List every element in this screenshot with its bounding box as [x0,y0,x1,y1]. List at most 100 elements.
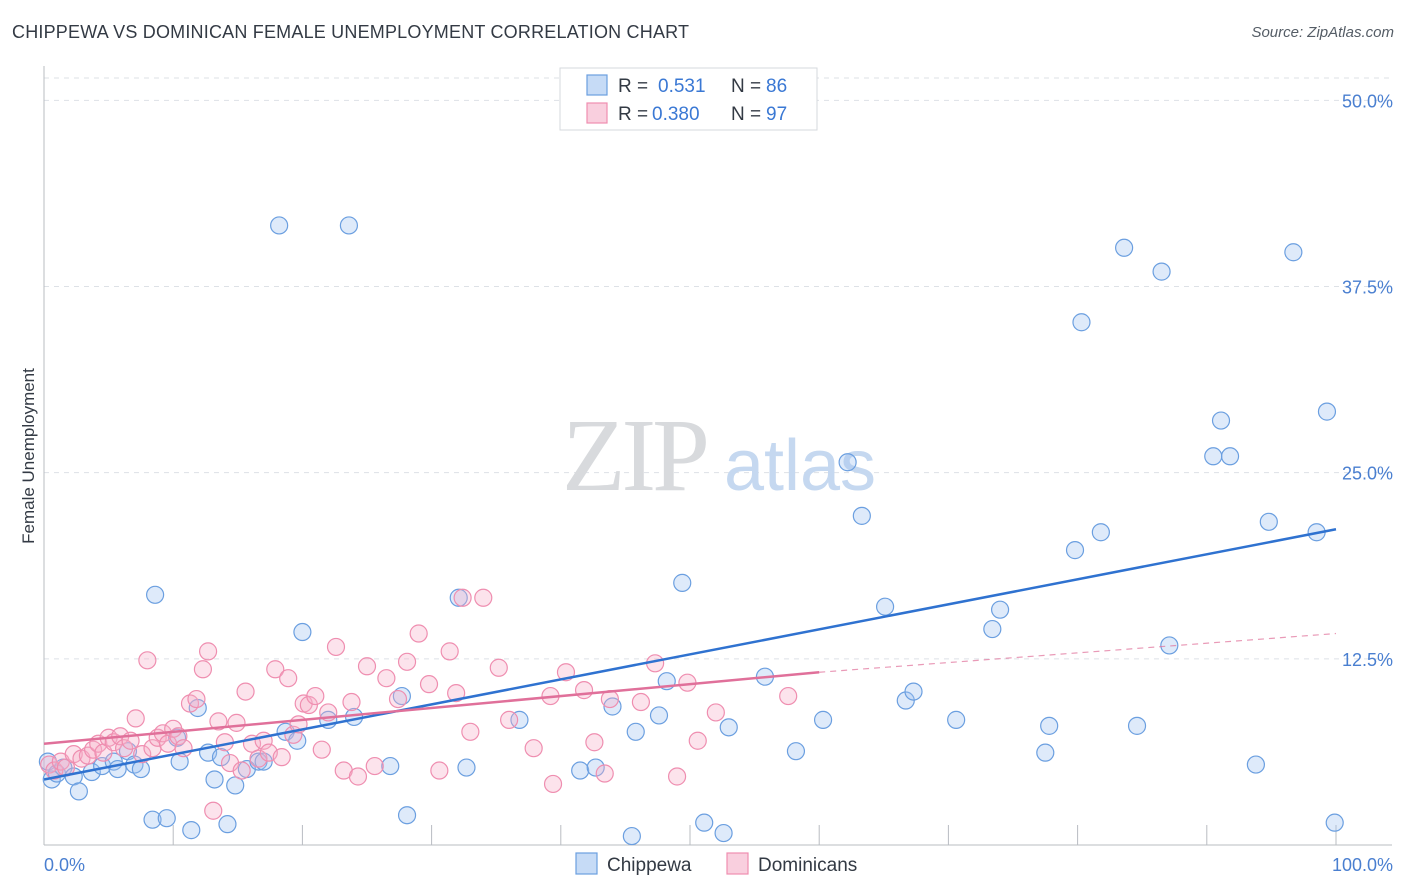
point-dominicans-66 [474,588,493,607]
legend-r-value-chippewa: 0.531 [658,76,706,97]
point-dominicans-40 [266,660,285,679]
y-tick-label-1: 25.0% [1342,464,1393,484]
point-chippewa-28 [270,216,289,235]
point-chippewa-15 [157,809,176,828]
bottom-legend: Chippewa Dominicans [575,852,857,876]
point-dominicans-57 [388,689,408,709]
point-chippewa-21 [205,770,224,789]
point-chippewa-44 [622,826,641,846]
point-chippewa-14 [146,585,165,604]
point-chippewa-51 [719,718,738,737]
y-tick-label-0: 12.5% [1342,650,1393,670]
y-tick-label-2: 37.5% [1342,278,1393,298]
point-chippewa-53 [786,742,806,761]
point-chippewa-64 [1040,716,1059,735]
point-dominicans-62 [440,642,459,661]
legend-n-value-chippewa: 86 [766,76,787,97]
point-dominicans-6 [78,746,98,765]
point-chippewa-67 [1091,523,1110,542]
point-dominicans-42 [279,669,298,688]
point-dominicans-71 [543,774,563,794]
point-chippewa-41 [571,761,590,780]
point-chippewa-42 [586,758,605,777]
point-dominicans-26 [187,689,206,709]
x-tick-label-1: 100.0% [1332,855,1393,875]
tick-labels: 12.5% 25.0% 37.5% 50.0% 0.0% 100.0% [44,91,1393,875]
point-dominicans-7 [83,740,103,759]
y-axis-label: Female Unemployment [19,368,38,544]
axes [43,66,1392,846]
point-chippewa-49 [695,813,714,832]
x-tick-label-0: 0.0% [44,855,85,875]
chart-source: Source: ZipAtlas.com [1251,24,1394,41]
point-dominicans-29 [204,801,223,820]
point-dominicans-28 [198,642,218,661]
bottom-legend-label-chippewa: Chippewa [607,855,692,876]
chart-title: CHIPPEWA VS DOMINICAN FEMALE UNEMPLOYMEN… [12,22,690,42]
point-chippewa-68 [1115,238,1134,257]
point-dominicans-61 [430,761,449,780]
legend-swatch-chippewa [586,74,608,96]
trend-line-dominicans [43,670,820,745]
point-chippewa-39 [457,758,476,777]
point-chippewa-54 [813,710,833,729]
point-dominicans-60 [419,675,439,694]
point-dominicans-1 [45,761,64,780]
legend-n-value-dominicans: 97 [766,104,787,125]
point-dominicans-67 [489,658,508,677]
point-dominicans-13 [115,739,134,758]
point-dominicans-27 [193,660,213,679]
watermark-zip: ZIP [562,398,706,513]
point-dominicans-81 [688,731,707,750]
point-dominicans-79 [667,767,687,786]
point-dominicans-59 [409,624,428,643]
point-chippewa-57 [875,597,895,616]
point-dominicans-64 [453,588,472,607]
point-dominicans-82 [706,703,725,722]
point-chippewa-77 [1284,243,1303,262]
point-dominicans-54 [357,657,377,676]
point-chippewa-69 [1127,716,1147,735]
point-dominicans-17 [138,651,157,670]
point-chippewa-63 [1036,743,1055,762]
point-chippewa-59 [904,682,923,701]
point-chippewa-71 [1160,636,1179,655]
point-dominicans-41 [272,748,291,767]
point-chippewa-43 [603,697,622,716]
point-dominicans-63 [447,683,466,703]
point-chippewa-79 [1317,402,1337,421]
point-chippewa-50 [714,823,733,843]
point-chippewa-73 [1211,411,1231,430]
point-chippewa-56 [852,506,871,525]
gridlines [44,77,1392,660]
trend-line-dashed-dominicans [819,632,1337,673]
bottom-legend-swatch-dominicans [726,852,749,875]
point-chippewa-74 [1220,447,1240,466]
point-chippewa-37 [397,806,417,825]
point-chippewa-22 [211,748,231,767]
point-chippewa-60 [947,710,966,729]
point-chippewa-70 [1152,262,1171,281]
point-chippewa-65 [1065,541,1085,560]
y-tick-label-3: 50.0% [1342,91,1393,111]
data-points [38,216,1344,846]
point-chippewa-75 [1246,755,1265,774]
point-dominicans-48 [312,740,331,759]
point-chippewa-72 [1204,447,1223,466]
legend-swatch-dominicans [586,102,608,124]
point-chippewa-33 [339,216,359,235]
point-chippewa-35 [381,756,400,776]
point-chippewa-48 [673,573,692,592]
bottom-legend-swatch-chippewa [575,852,598,875]
legend-r-label-dominicans: R = [618,104,648,125]
point-dominicans-56 [377,669,396,688]
legend-r-value-dominicans: 0.380 [652,104,700,125]
point-dominicans-68 [500,710,519,729]
point-dominicans-83 [779,686,798,706]
legend-n-label-chippewa: N = [731,76,761,97]
point-chippewa-27 [254,752,273,771]
trend-lines [43,528,1337,781]
point-dominicans-75 [595,764,614,783]
point-dominicans-46 [299,695,318,715]
